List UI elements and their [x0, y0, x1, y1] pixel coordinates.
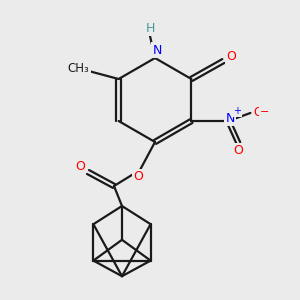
Text: N: N	[152, 44, 162, 56]
Text: +: +	[233, 106, 242, 116]
Text: O: O	[254, 106, 263, 118]
Text: CH₃: CH₃	[68, 61, 89, 74]
Text: O: O	[233, 145, 243, 158]
Text: O: O	[75, 160, 85, 173]
Text: −: −	[260, 107, 269, 117]
Text: H: H	[145, 22, 155, 34]
Text: O: O	[133, 170, 143, 184]
Text: N: N	[226, 112, 235, 124]
Text: O: O	[226, 50, 236, 64]
